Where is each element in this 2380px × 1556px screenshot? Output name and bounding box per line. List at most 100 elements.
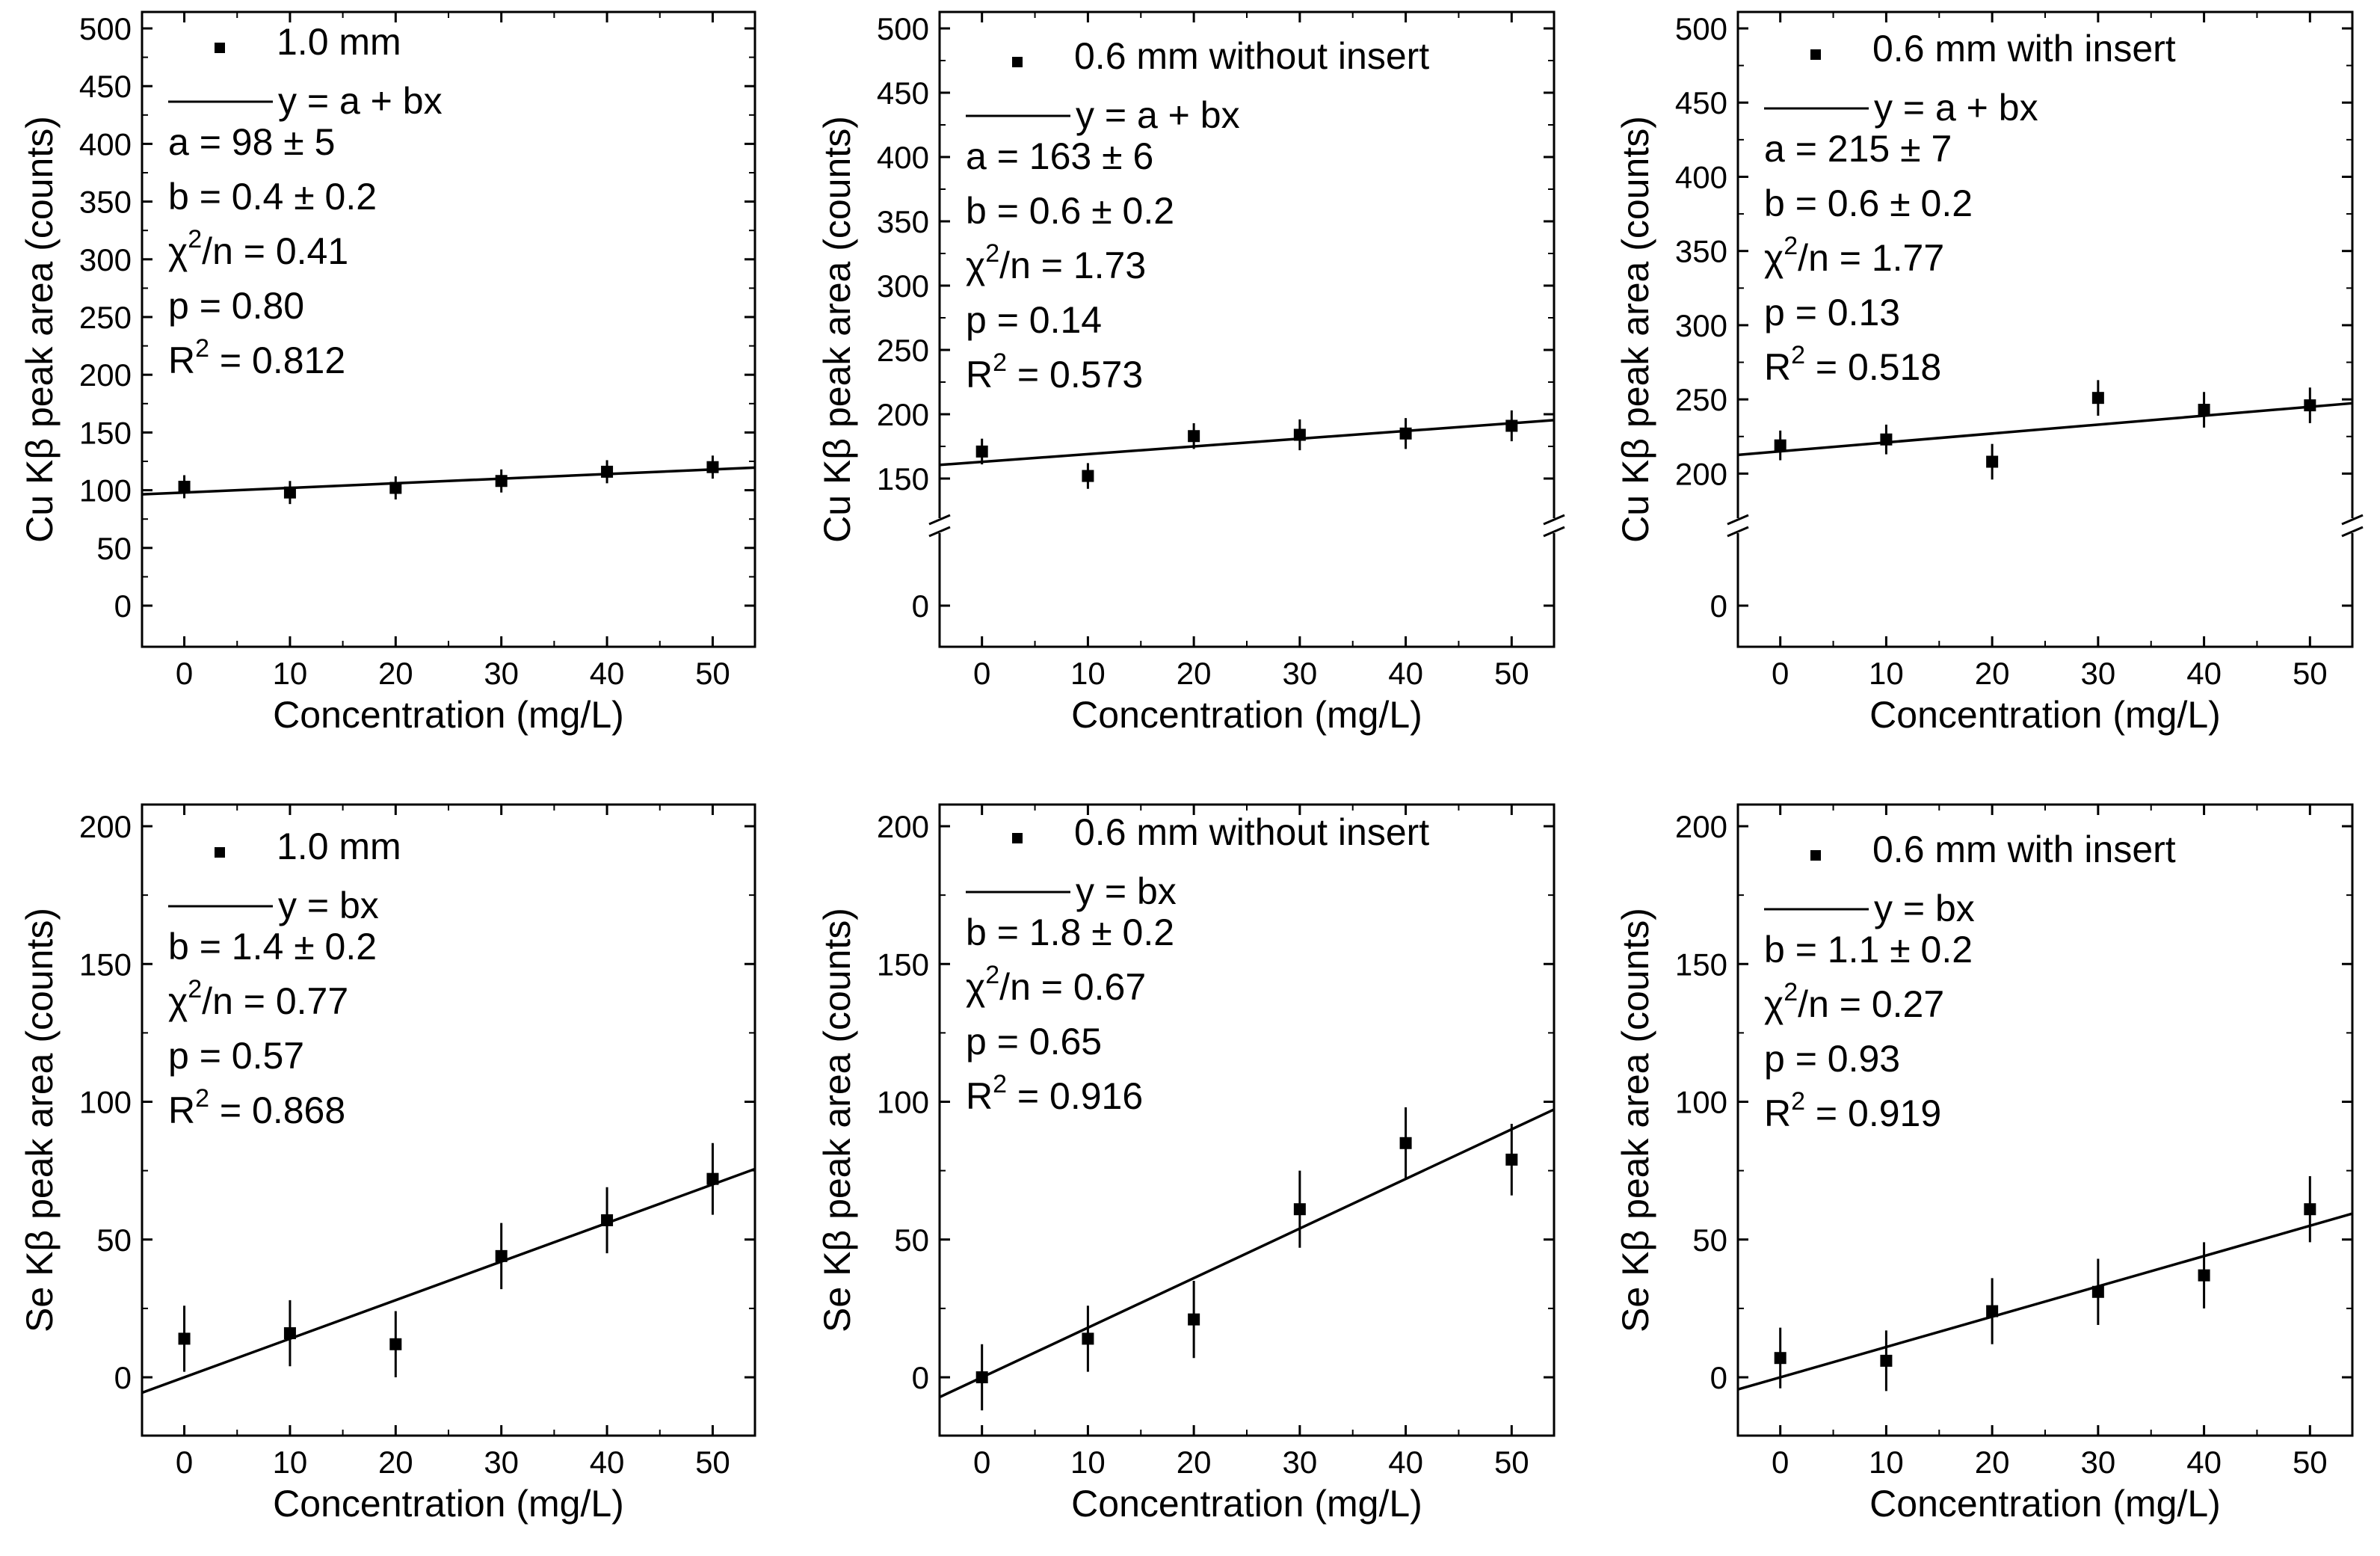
r2-superscript: 2 bbox=[1791, 341, 1805, 369]
r-symbol: R bbox=[168, 1089, 195, 1131]
y-tick-label: 50 bbox=[1692, 1223, 1727, 1258]
data-point bbox=[178, 480, 191, 493]
stat-chi2-value: /n = 1.77 bbox=[1798, 237, 1944, 279]
chart-panel-cu-06-without: 0 10 20 30 40 500150200250300350400450500Conc… bbox=[816, 10, 1565, 736]
data-point bbox=[283, 486, 296, 499]
y-tick-label: 0 bbox=[1710, 1360, 1727, 1395]
y-axis-title: Cu Kβ peak area (counts) bbox=[19, 116, 61, 543]
axis-break-mark bbox=[1543, 526, 1565, 538]
data-point bbox=[1082, 1332, 1094, 1345]
stat-a-error: 5 bbox=[304, 121, 336, 163]
r-symbol: R bbox=[168, 339, 195, 381]
stat-a: a = 98 ± 5 bbox=[168, 121, 335, 163]
legend-series-label: 1.0 mm bbox=[277, 21, 401, 63]
plus-minus: ± bbox=[1900, 128, 1920, 170]
stat-r2: R2 = 0.812 bbox=[168, 334, 345, 381]
data-point bbox=[389, 482, 402, 494]
chi-superscript: 2 bbox=[1784, 978, 1798, 1006]
y-tick-label: 200 bbox=[877, 397, 929, 432]
y-axis-title: Se Kβ peak area (counts) bbox=[816, 908, 858, 1332]
stat-b-value: b = 0.6 bbox=[1764, 182, 1890, 224]
stat-r2-value: = 0.868 bbox=[209, 1089, 345, 1131]
chart-panel-se-06-without: 0 10 20 30 40 50 0 50 100 150 200 Concentration (mg… bbox=[816, 803, 1556, 1525]
x-tick-label: 40 bbox=[590, 656, 625, 691]
legend-marker bbox=[215, 43, 225, 53]
y-axis-title: Se Kβ peak area (counts) bbox=[1615, 908, 1656, 1332]
stat-r2-value: = 0.916 bbox=[1007, 1075, 1143, 1117]
y-tick-label: 450 bbox=[79, 69, 132, 104]
stat-a-error: 7 bbox=[1921, 128, 1952, 170]
data-point bbox=[2304, 1203, 2316, 1216]
chart-panel-se-06-with: 0 10 20 30 40 50 0 50 100 150 200 Concentration (mg… bbox=[1615, 803, 2354, 1525]
stat-b: b = 1.4 ± 0.2 bbox=[168, 926, 377, 968]
x-tick-label: 30 bbox=[1283, 1445, 1318, 1480]
chart-panel-se-1mm: 0 10 20 30 40 50 0 50 100 150 200 Concentration (mg… bbox=[19, 803, 756, 1525]
chi-superscript: 2 bbox=[985, 961, 999, 989]
stat-chi2: χ2/n = 1.77 bbox=[1764, 232, 1944, 279]
x-tick-label: 10 bbox=[1070, 1445, 1106, 1480]
y-tick-label: 250 bbox=[1675, 382, 1727, 417]
stat-p: p = 0.93 bbox=[1764, 1038, 1900, 1080]
y-tick-label: 350 bbox=[79, 185, 132, 220]
y-axis-title: Cu Kβ peak area (counts) bbox=[816, 116, 858, 543]
data-point bbox=[1774, 1352, 1786, 1365]
r2-superscript: 2 bbox=[993, 1070, 1007, 1098]
stat-b: b = 0.4 ± 0.2 bbox=[168, 176, 377, 218]
r2-superscript: 2 bbox=[195, 1084, 209, 1113]
y-tick-label: 0 bbox=[912, 1360, 929, 1395]
x-axis-title: Concentration (mg/L) bbox=[1071, 1483, 1422, 1525]
stat-chi2: χ2/n = 0.27 bbox=[1764, 978, 1944, 1025]
legend-fit-label: y = a + bx bbox=[1874, 87, 2038, 129]
r2-superscript: 2 bbox=[1791, 1087, 1805, 1116]
x-tick-label: 30 bbox=[2081, 656, 2116, 691]
chi-superscript: 2 bbox=[985, 239, 999, 268]
stat-b: b = 0.6 ± 0.2 bbox=[1764, 182, 1973, 224]
plus-minus: ± bbox=[1091, 190, 1112, 232]
axis-break-mark bbox=[1543, 514, 1565, 526]
data-point bbox=[389, 1338, 402, 1350]
plus-minus: ± bbox=[1890, 182, 1910, 224]
x-tick-label: 50 bbox=[1494, 1445, 1529, 1480]
x-tick-label: 50 bbox=[1494, 656, 1529, 691]
x-tick-label: 10 bbox=[1869, 1445, 1904, 1480]
x-tick-label: 40 bbox=[2186, 656, 2222, 691]
x-tick-label: 30 bbox=[484, 1445, 519, 1480]
stat-b-value: b = 0.6 bbox=[966, 190, 1091, 232]
data-point bbox=[1188, 1313, 1200, 1326]
fit-line bbox=[939, 1108, 1555, 1399]
data-point bbox=[1880, 433, 1893, 446]
stat-p: p = 0.57 bbox=[168, 1035, 304, 1077]
chart-panel-cu-06-with: 0 10 20 30 40 500200250300350400450500Concent… bbox=[1615, 10, 2364, 736]
r-symbol: R bbox=[1764, 346, 1791, 388]
x-axis-title: Concentration (mg/L) bbox=[273, 694, 624, 736]
data-point bbox=[1986, 455, 1999, 468]
data-point bbox=[1399, 427, 1412, 440]
x-tick-label: 20 bbox=[1975, 1445, 2010, 1480]
x-axis-title: Concentration (mg/L) bbox=[273, 1483, 624, 1525]
y-tick-label: 0 bbox=[1710, 588, 1727, 624]
stat-a-value: a = 163 bbox=[966, 135, 1102, 177]
legend-fit-label: y = a + bx bbox=[278, 80, 443, 122]
stat-chi2: χ2/n = 0.67 bbox=[966, 961, 1146, 1008]
stat-chi2-value: /n = 0.67 bbox=[999, 966, 1146, 1008]
plus-minus: ± bbox=[1890, 929, 1910, 971]
y-tick-label: 350 bbox=[1675, 234, 1727, 269]
legend-fit-label: y = a + bx bbox=[1076, 94, 1240, 136]
y-tick-label: 400 bbox=[79, 126, 132, 162]
stat-b: b = 1.8 ± 0.2 bbox=[966, 911, 1174, 953]
stat-r2-value: = 0.812 bbox=[209, 339, 345, 381]
x-tick-label: 10 bbox=[273, 1445, 308, 1480]
data-point bbox=[1774, 439, 1786, 452]
data-point bbox=[601, 1214, 614, 1226]
y-tick-label: 300 bbox=[79, 242, 132, 277]
x-tick-label: 20 bbox=[378, 656, 413, 691]
data-point bbox=[1986, 1305, 1999, 1317]
stat-b-error: 0.2 bbox=[1911, 182, 1973, 224]
x-axis-title: Concentration (mg/L) bbox=[1071, 694, 1422, 736]
axis-break-mark bbox=[2341, 514, 2364, 526]
stat-chi2: χ2/n = 0.41 bbox=[168, 225, 348, 272]
data-point bbox=[706, 1172, 719, 1185]
y-axis-title: Se Kβ peak area (counts) bbox=[19, 908, 61, 1332]
x-tick-label: 50 bbox=[695, 656, 730, 691]
y-tick-label: 150 bbox=[79, 947, 132, 982]
